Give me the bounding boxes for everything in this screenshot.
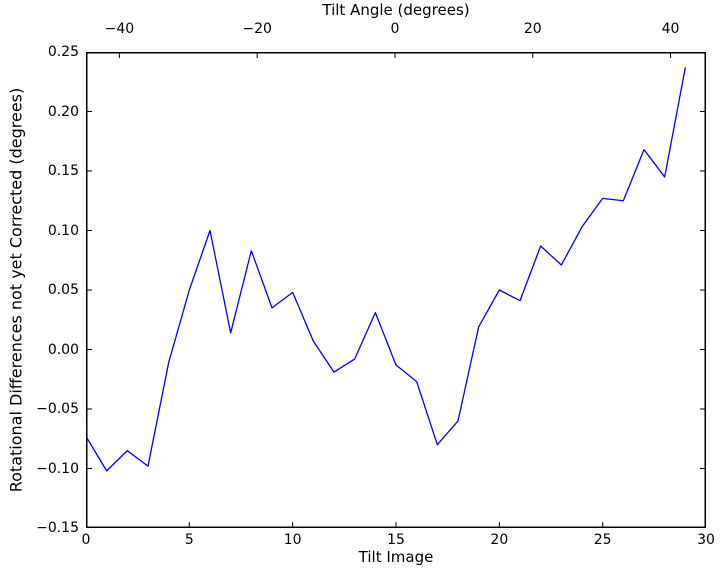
top-axis-label: Tilt Angle (degrees) <box>322 1 470 19</box>
ytick-label: 0.05 <box>47 281 79 298</box>
ytick-label: 0.15 <box>47 162 79 179</box>
x-axis-label: Tilt Image <box>358 548 434 566</box>
plot-area <box>86 52 706 528</box>
toptick-label: 20 <box>523 21 542 37</box>
ytick-label: 0.10 <box>47 222 79 239</box>
toptick-label: 40 <box>661 21 680 37</box>
ytick-label: 0.00 <box>47 341 79 358</box>
xtick-label: 10 <box>283 532 302 548</box>
ytick-label: 0.20 <box>47 103 79 120</box>
xtick-label: 25 <box>593 532 612 548</box>
toptick-label: −20 <box>242 21 272 37</box>
plot-frame <box>86 52 706 528</box>
ytick-label: −0.10 <box>36 460 79 477</box>
xtick-label: 30 <box>697 532 715 548</box>
xtick-label: 0 <box>81 532 91 548</box>
toptick-label: 0 <box>390 21 400 37</box>
data-line <box>86 67 686 472</box>
ytick-label: 0.25 <box>47 43 79 60</box>
xtick-label: 15 <box>387 532 405 548</box>
xtick-label: 20 <box>490 532 509 548</box>
toptick-label: −40 <box>104 21 135 37</box>
ytick-label: −0.05 <box>36 400 79 417</box>
xtick-label: 5 <box>184 532 194 548</box>
ytick-label: −0.15 <box>36 519 79 536</box>
